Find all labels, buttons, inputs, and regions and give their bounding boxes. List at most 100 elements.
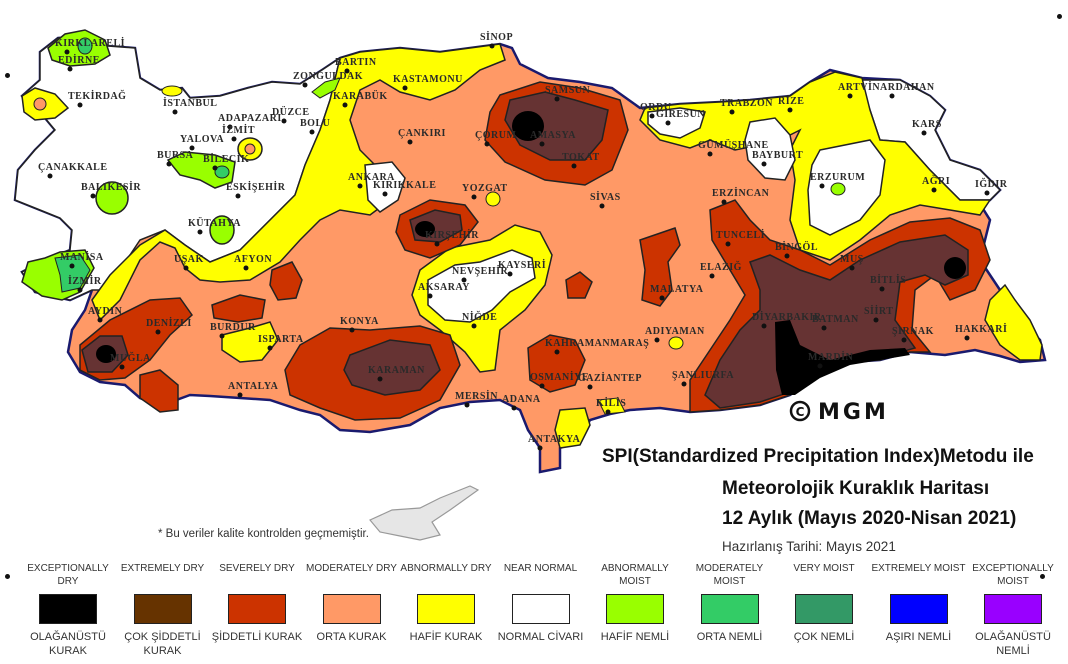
city-marker: ANKARA: [348, 172, 395, 189]
city-label: MARDİN: [808, 351, 853, 363]
prepared-date: Hazırlanış Tarihi: Mayıs 2021: [722, 539, 896, 554]
city-label: UŞAK: [174, 254, 204, 265]
region-abnormally-moist-kutahya: [209, 215, 235, 245]
city-marker: BALIKESİR: [81, 181, 141, 199]
city-marker: ERZURUM: [810, 172, 865, 189]
city-label: ERZİNCAN: [712, 187, 770, 199]
city-marker: ZONGULDAK: [293, 71, 363, 88]
city-label: ŞIRNAK: [892, 326, 934, 337]
city-dot-icon: [605, 409, 611, 415]
legend-label-en: ABNORMALLY MOIST: [601, 563, 669, 587]
city-dot-icon: [681, 381, 687, 387]
city-label: MERSİN: [455, 390, 498, 402]
region-abnormally-dry-yozgat: [485, 191, 501, 207]
city-marker: MANİSA: [60, 251, 103, 269]
city-dot-icon: [554, 349, 560, 355]
city-label: ARDAHAN: [880, 82, 935, 93]
city-marker: KÜTAHYA: [188, 216, 241, 235]
city-marker: MUĞLA: [110, 351, 151, 370]
region-exceptionally-dry-kirsehir: [415, 221, 435, 237]
city-marker: BAYBURT: [752, 150, 803, 167]
city-dot-icon: [349, 327, 355, 333]
city-label: ŞANLIURFA: [672, 370, 734, 381]
city-dot-icon: [464, 402, 470, 408]
city-marker: BİTLİS: [870, 274, 906, 292]
city-marker: ISPARTA: [258, 334, 303, 351]
region-near-normal-giresun: [647, 107, 706, 139]
city-dot-icon: [219, 333, 225, 339]
region-extremely-dry-amasya: [504, 91, 609, 161]
city-marker: KAYSERİ: [498, 259, 546, 277]
region-moderately-dry-edirne-south: [33, 97, 47, 111]
city-dot-icon: [817, 363, 823, 369]
city-dot-icon: [761, 161, 767, 167]
legend-dot-left: [5, 574, 10, 579]
city-marker: İZMİT: [222, 124, 255, 142]
city-marker: AKSARAY: [418, 282, 470, 299]
legend-label-en: MODERATELY DRY: [306, 563, 397, 574]
city-label: KAYSERİ: [498, 259, 546, 271]
city-dot-icon: [382, 191, 388, 197]
city-dot-icon: [434, 241, 440, 247]
city-label: ÇANAKKALE: [38, 162, 108, 173]
city-dot-icon: [197, 229, 203, 235]
city-dot-icon: [507, 271, 513, 277]
city-label: KÜTAHYA: [188, 216, 241, 229]
city-label: ANKARA: [348, 172, 395, 183]
city-label: AKSARAY: [418, 282, 470, 293]
city-dot-icon: [471, 323, 477, 329]
city-dot-icon: [721, 199, 727, 205]
legend-swatch: [511, 594, 570, 624]
legend-item: ABNORMALLY MOIST HAFİF NEMLİ: [587, 562, 683, 644]
city-label: KARAMAN: [368, 365, 425, 376]
city-marker: MERSİN: [455, 390, 498, 408]
city-label: AMASYA: [530, 130, 576, 141]
city-marker: ESKİŞEHİR: [226, 181, 285, 199]
city-dot-icon: [402, 85, 408, 91]
legend-label-tr: ORTA KURAK: [316, 631, 387, 643]
region-moderately-dry-bolu: [244, 143, 256, 155]
city-marker: ÇORUM: [475, 130, 516, 147]
city-marker: NİĞDE: [462, 310, 497, 329]
city-marker: GÜMÜŞHANE: [698, 138, 768, 157]
city-label: YALOVA: [180, 134, 224, 145]
city-marker: BİNGÖL: [775, 240, 818, 259]
legend-label-tr: ÇOK NEMLİ: [793, 631, 855, 643]
city-marker: GİRESUN: [656, 108, 705, 126]
mgm-copyright: C MGM: [789, 400, 886, 425]
city-marker: KİLİS: [596, 397, 626, 415]
city-dot-icon: [97, 317, 103, 323]
city-marker: KARAMAN: [368, 365, 425, 382]
city-marker: İSTANBUL: [163, 97, 217, 115]
city-dot-icon: [90, 193, 96, 199]
city-marker: ÇANAKKALE: [38, 162, 108, 179]
city-label: TOKAT: [562, 152, 600, 163]
city-label: KIRIKKALE: [373, 180, 436, 191]
map-title-line3: 12 Aylık (Mayıs 2020-Nisan 2021): [722, 508, 1017, 529]
legend-swatch: [889, 594, 948, 624]
city-dot-icon: [377, 376, 383, 382]
region-abnormally-moist-bursa: [166, 151, 236, 189]
city-marker: YOZGAT: [462, 183, 507, 200]
city-dot-icon: [921, 130, 927, 136]
city-marker: TEKİRDAĞ: [68, 89, 126, 108]
legend-item: SEVERELY DRY ŞİDDETLİ KURAK: [209, 562, 305, 644]
city-label: BİTLİS: [870, 274, 906, 286]
city-label: ELAZIĞ: [700, 260, 742, 273]
city-marker: KARS: [912, 119, 941, 136]
legend-label-tr: ORTA NEMLİ: [696, 631, 763, 643]
city-label: ZONGULDAK: [293, 71, 363, 82]
city-dot-icon: [281, 118, 287, 124]
legend-item: ABNORMALLY DRY HAFİF KURAK: [398, 562, 494, 644]
city-marker: BURDUR: [210, 322, 256, 339]
legend-swatch: [700, 594, 759, 624]
city-dot-icon: [849, 265, 855, 271]
legend: EXCEPTIONALLY DRY OLAĞANÜSTÜ KURAK EXTREME…: [0, 562, 1068, 664]
city-label: AFYON: [234, 254, 272, 265]
legend-item: NEAR NORMAL NORMAL CİVARI: [493, 562, 589, 644]
city-label: HAKKARİ: [955, 323, 1007, 335]
city-marker: AMASYA: [530, 130, 576, 147]
city-marker: NEVŞEHİR: [452, 265, 508, 283]
city-dot-icon: [119, 364, 125, 370]
legend-item: EXCEPTIONALLY DRY OLAĞANÜSTÜ KURAK: [20, 562, 116, 658]
